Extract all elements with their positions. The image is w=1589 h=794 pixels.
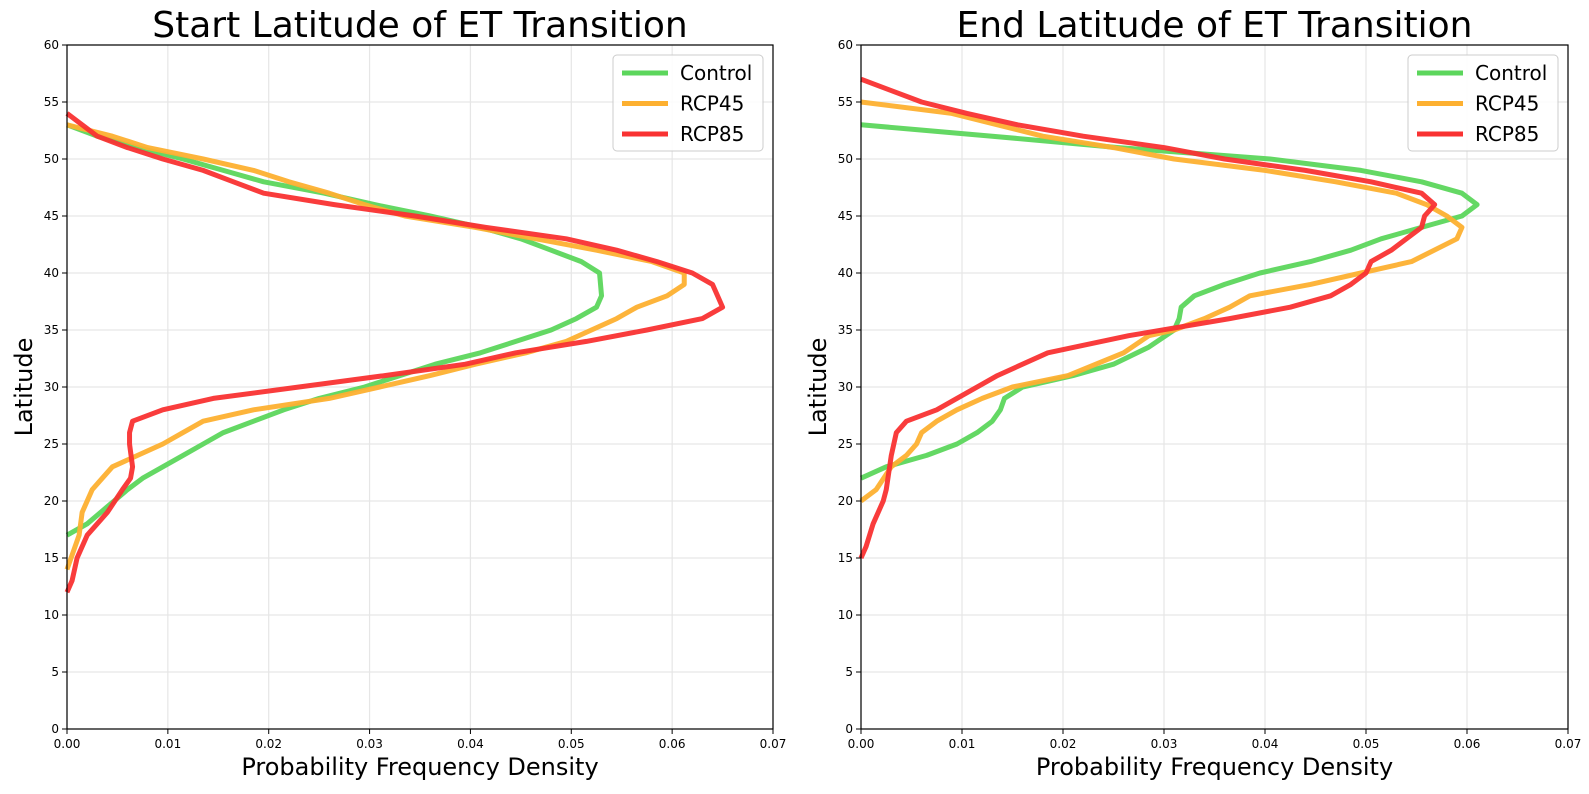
chart-title: End Latitude of ET Transition [957,5,1473,46]
x-tick-label: 0.01 [949,737,976,751]
chart-panel-2: 0.00 0.01 0.02 0.03 0.04 0.05 0.06 0.07 0 5 10 15 20… [804,5,1581,781]
y-axis-label: Latitude [10,338,38,437]
x-tick-label: 0.03 [1151,737,1178,751]
y-tick-label: 50 [838,152,853,166]
series-line-control [65,122,605,538]
y-tick-label: 15 [44,551,59,565]
y-axis-label: Latitude [804,338,832,437]
y-tick-label: 60 [44,38,59,52]
y-tick-label: 20 [44,494,59,508]
y-tick-label: 30 [44,380,59,394]
x-tick-label: 0.03 [356,737,383,751]
x-tick-label: 0.02 [1050,737,1077,751]
series-line-control [859,122,1480,481]
x-tick-label: 0.02 [255,737,282,751]
x-tick-label: 0.04 [1252,737,1279,751]
x-tick-label: 0.05 [558,737,585,751]
legend-label: RCP45 [1475,92,1539,116]
x-tick-label: 0.04 [457,737,484,751]
x-axis-label: Probability Frequency Density [1036,753,1393,781]
x-tick-label: 0.06 [1454,737,1481,751]
legend: Control RCP45 RCP85 [612,54,764,152]
y-tick-label: 55 [838,95,853,109]
y-tick-label: 20 [838,494,853,508]
y-tick-label: 55 [44,95,59,109]
x-tick-label: 0.01 [154,737,181,751]
series-line-rcp85 [64,111,726,594]
x-tick-label: 0.07 [1555,737,1582,751]
legend-label: Control [680,61,752,85]
y-tick-label: 25 [44,437,59,451]
y-tick-label: 5 [845,665,853,679]
y-tick-label: 10 [838,608,853,622]
legend-label: Control [1475,61,1547,85]
y-tick-label: 35 [44,323,59,337]
y-tick-label: 15 [838,551,853,565]
y-tick-label: 25 [838,437,853,451]
legend-label: RCP85 [1475,122,1539,146]
y-tick-label: 60 [838,38,853,52]
y-tick-label: 35 [838,323,853,337]
x-axis-label: Probability Frequency Density [241,753,598,781]
y-tick-label: 50 [44,152,59,166]
y-tick-label: 45 [44,209,59,223]
x-tick-label: 0.00 [54,737,81,751]
y-tick-label: 45 [838,209,853,223]
chart-title: Start Latitude of ET Transition [152,5,687,46]
legend-box [1407,54,1559,152]
x-tick-label: 0.05 [1353,737,1380,751]
y-tick-label: 0 [845,722,853,736]
y-tick-label: 40 [838,266,853,280]
series-line-rcp45 [859,99,1465,503]
y-tick-label: 5 [51,665,59,679]
x-tick-label: 0.07 [760,737,787,751]
series-line-rcp85 [858,76,1438,560]
legend-box [612,54,764,152]
legend-label: RCP85 [680,122,744,146]
x-tick-label: 0.06 [659,737,686,751]
series-line-rcp45 [64,122,687,571]
legend-label: RCP45 [680,92,744,116]
y-tick-label: 30 [838,380,853,394]
y-tick-label: 10 [44,608,59,622]
x-tick-label: 0.00 [848,737,875,751]
chart-panel-1: 0.00 0.01 0.02 0.03 0.04 0.05 0.06 0.07 0 5 10 15 20… [10,5,786,781]
y-tick-label: 40 [44,266,59,280]
y-tick-label: 0 [51,722,59,736]
legend: Control RCP45 RCP85 [1407,54,1559,152]
